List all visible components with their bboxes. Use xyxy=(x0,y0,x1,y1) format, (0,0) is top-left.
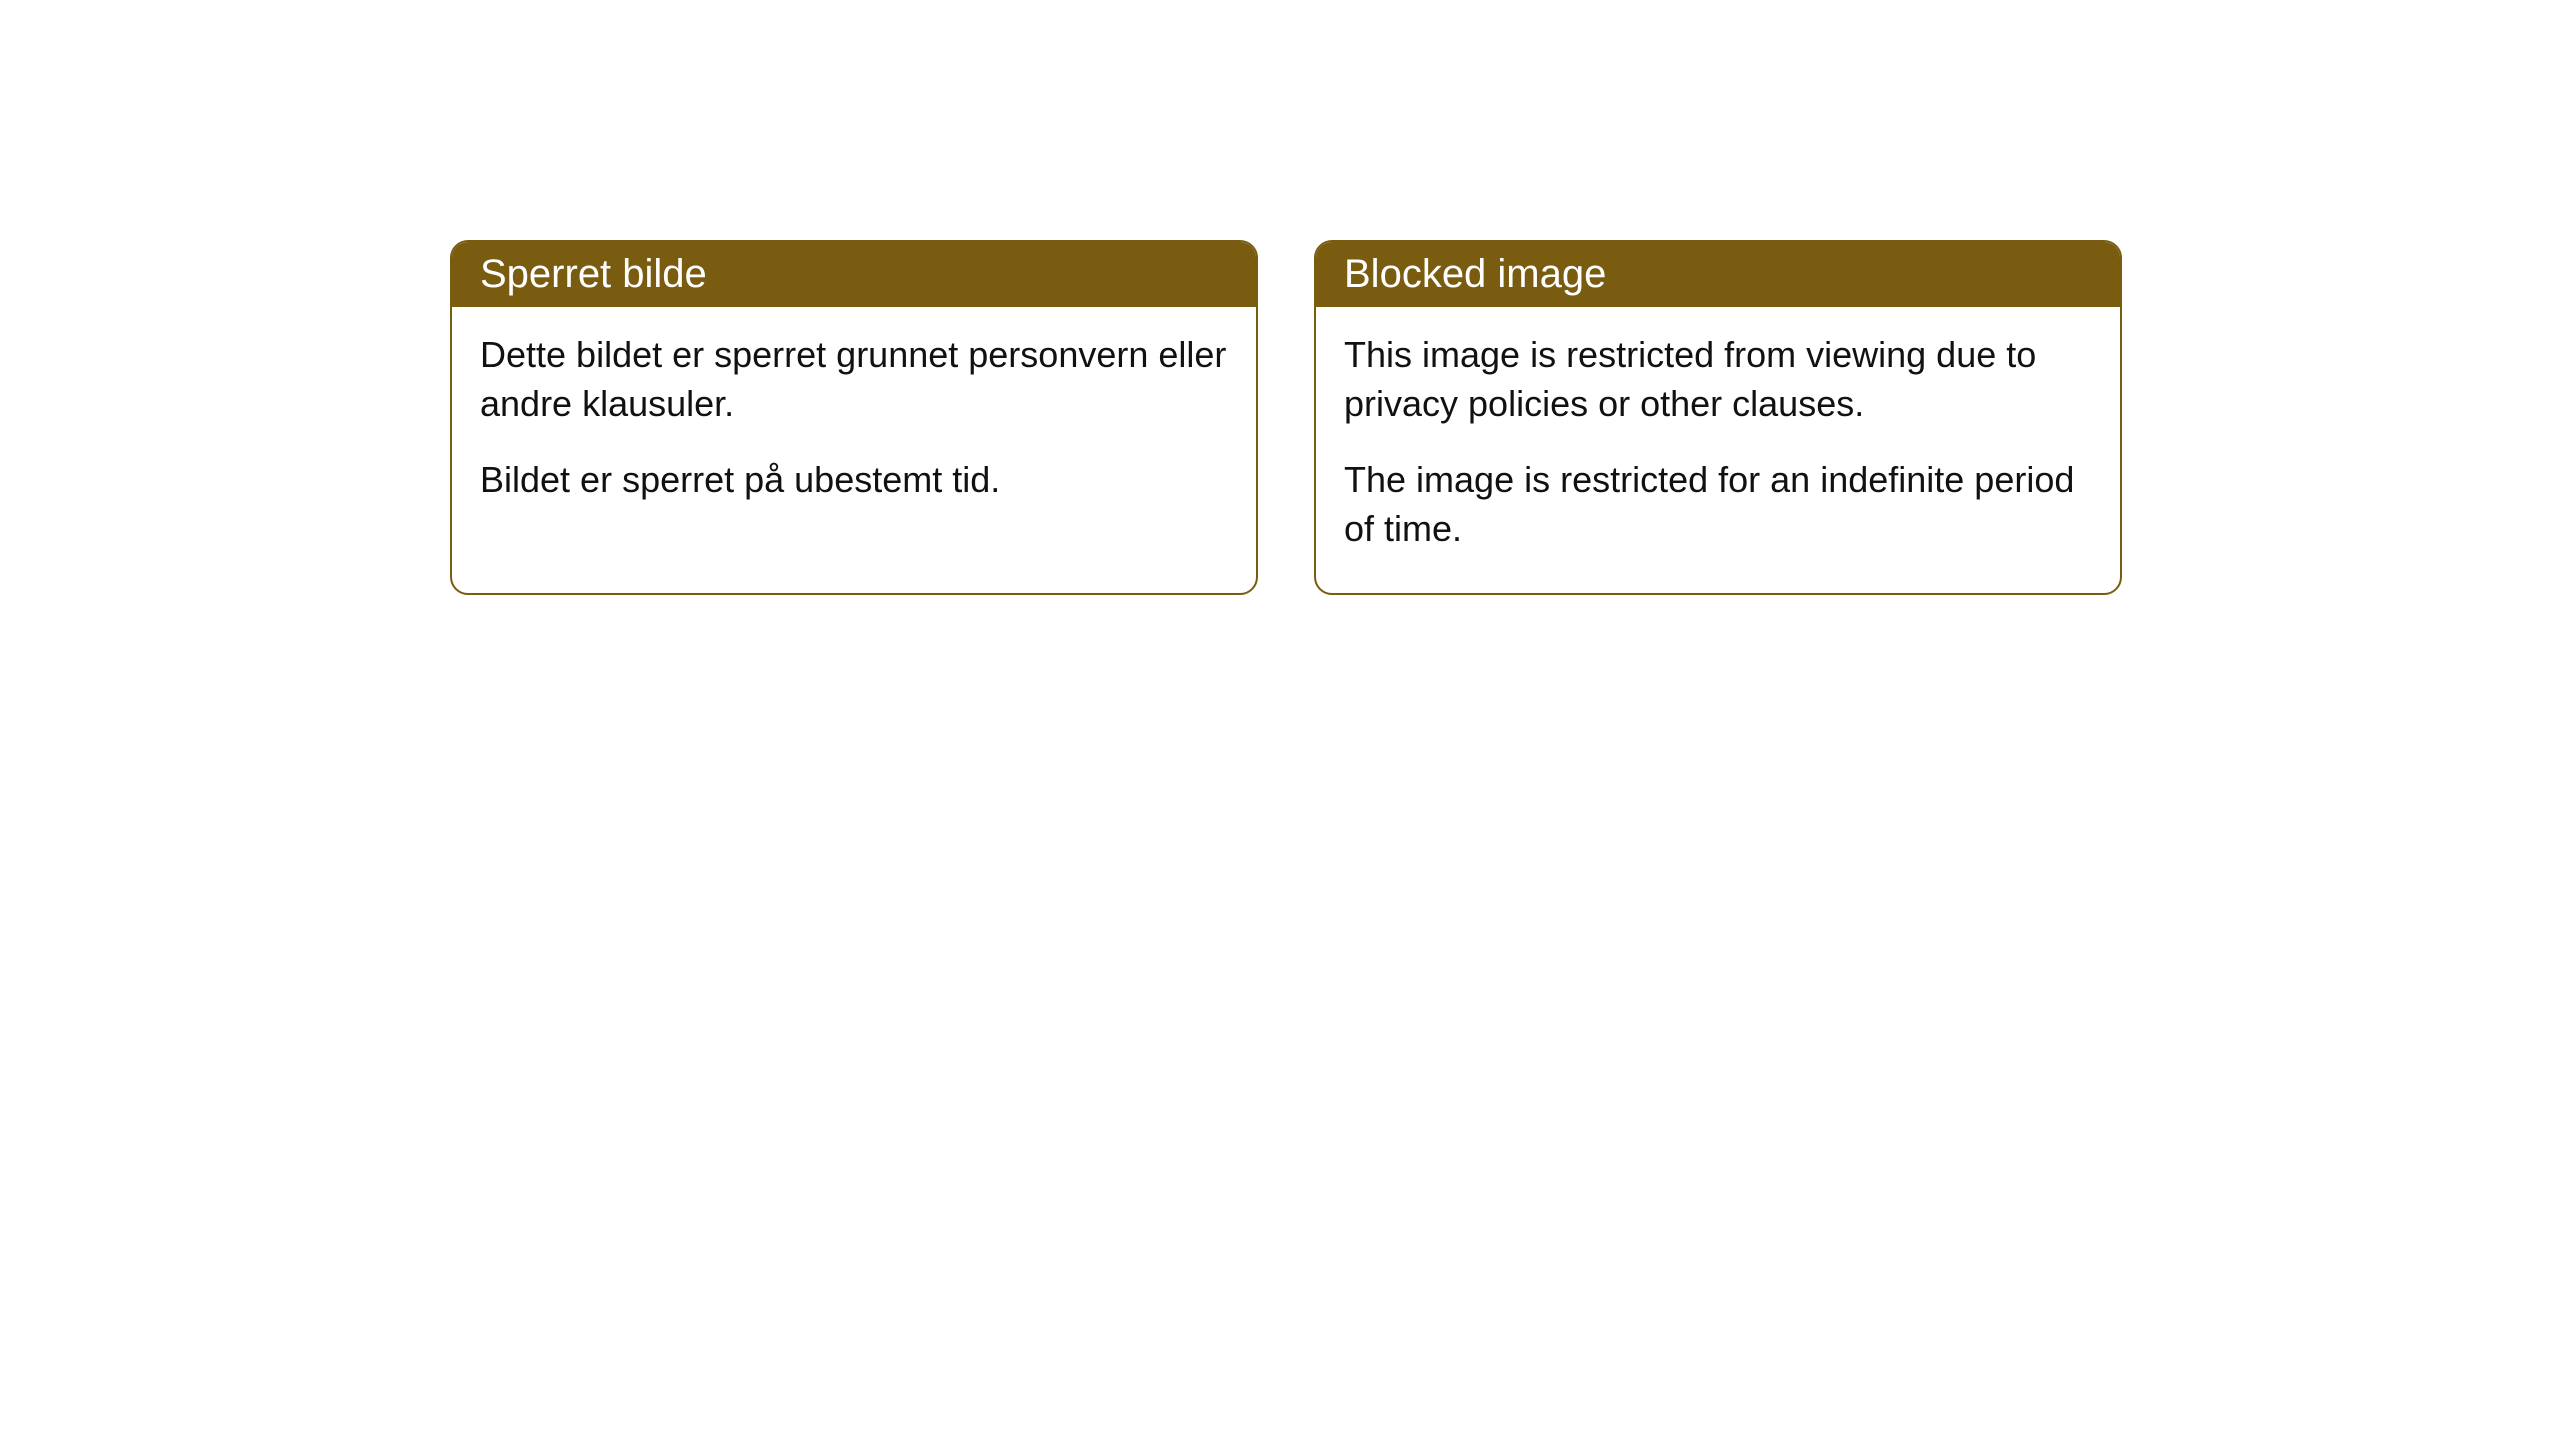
card-paragraph-1: This image is restricted from viewing du… xyxy=(1344,331,2092,428)
card-paragraph-1: Dette bildet er sperret grunnet personve… xyxy=(480,331,1228,428)
card-paragraph-2: Bildet er sperret på ubestemt tid. xyxy=(480,456,1228,505)
card-norwegian: Sperret bilde Dette bildet er sperret gr… xyxy=(450,240,1258,595)
cards-container: Sperret bilde Dette bildet er sperret gr… xyxy=(450,240,2122,595)
card-title: Blocked image xyxy=(1344,252,1606,296)
card-header-norwegian: Sperret bilde xyxy=(452,242,1256,307)
card-title: Sperret bilde xyxy=(480,252,707,296)
card-body-norwegian: Dette bildet er sperret grunnet personve… xyxy=(452,307,1256,545)
card-paragraph-2: The image is restricted for an indefinit… xyxy=(1344,456,2092,553)
card-body-english: This image is restricted from viewing du… xyxy=(1316,307,2120,593)
card-header-english: Blocked image xyxy=(1316,242,2120,307)
card-english: Blocked image This image is restricted f… xyxy=(1314,240,2122,595)
